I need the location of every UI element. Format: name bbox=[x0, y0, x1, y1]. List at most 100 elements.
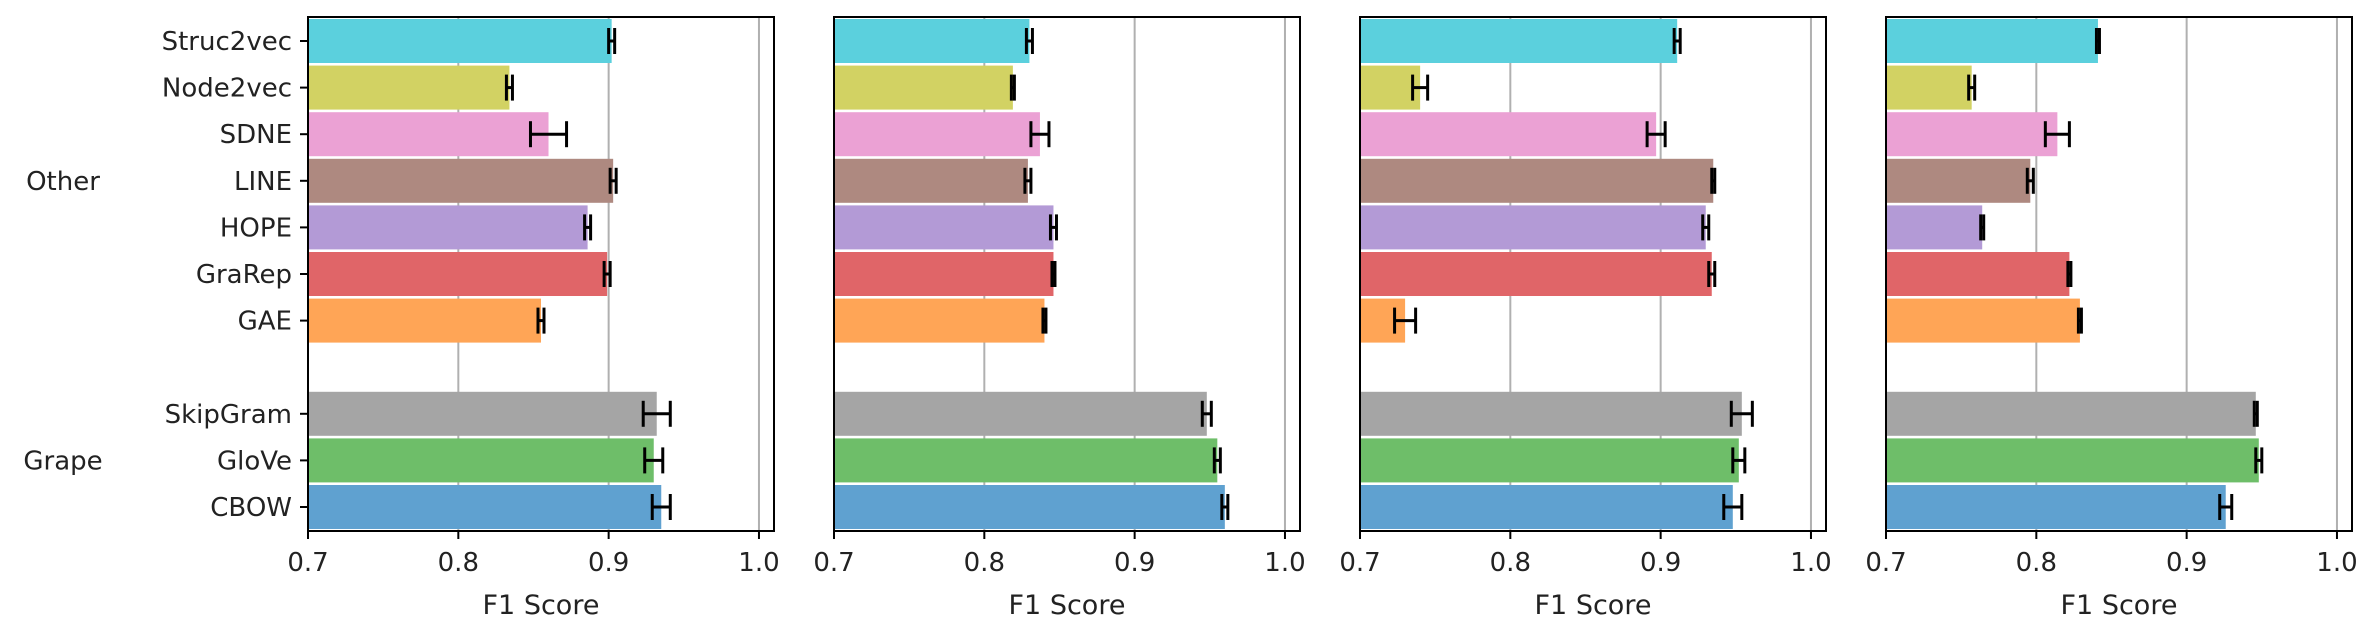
category-labels: Struc2vec Node2vec SDNE LINE HOPE GraRep GAE Sk… bbox=[162, 27, 292, 523]
x-tick-label: 0.8 bbox=[964, 548, 1005, 578]
category-label-cbow: CBOW bbox=[210, 493, 292, 523]
error-bar-struc2vec bbox=[2094, 28, 2101, 54]
bar-struc2vec bbox=[1360, 19, 1678, 63]
bar-line bbox=[1886, 158, 2031, 203]
error-bar-node2vec bbox=[504, 74, 514, 101]
x-tick-label: 0.9 bbox=[588, 548, 629, 578]
x-tick-label: 0.7 bbox=[1339, 548, 1380, 578]
bar-hope bbox=[834, 205, 1054, 250]
error-bar-glove bbox=[643, 447, 665, 474]
bar-glove bbox=[1886, 438, 2259, 483]
category-label-node2vec: Node2vec bbox=[162, 74, 292, 104]
error-bar-hope bbox=[583, 214, 593, 241]
x-tick-label: 0.7 bbox=[287, 548, 328, 578]
x-tick-label: 1.0 bbox=[2316, 548, 2357, 578]
bar-struc2vec bbox=[308, 19, 612, 63]
error-bar-grarep bbox=[1050, 261, 1057, 287]
error-bar-skipgram bbox=[641, 400, 672, 427]
error-bar-cbow bbox=[650, 494, 672, 520]
error-bar-struc2vec bbox=[1672, 28, 1682, 54]
error-bar-line bbox=[2025, 167, 2035, 194]
group-label-grape: Grape bbox=[23, 446, 102, 476]
error-bar-line bbox=[608, 167, 618, 194]
category-label-glove: GloVe bbox=[217, 446, 292, 476]
x-tick-label: 0.9 bbox=[1114, 548, 1155, 578]
error-bar-line bbox=[1710, 167, 1717, 194]
x-axis-label: F1 Score bbox=[1009, 590, 1126, 621]
error-bar-grarep bbox=[602, 261, 612, 287]
error-bar-gae bbox=[2076, 307, 2083, 334]
bar-line bbox=[1360, 158, 1714, 203]
bar-skipgram bbox=[308, 391, 657, 436]
bar-grarep bbox=[1360, 252, 1712, 296]
bar-node2vec bbox=[1886, 65, 1972, 110]
bar-cbow bbox=[1360, 485, 1733, 529]
bar-skipgram bbox=[1886, 391, 2256, 436]
bar-hope bbox=[1360, 205, 1706, 250]
group-labels: Other Grape bbox=[23, 167, 102, 477]
error-bar-struc2vec bbox=[607, 28, 617, 54]
panel-4: 0.7 0.8 0.9 1.0 F1 Score bbox=[1865, 16, 2358, 621]
x-tick-label: 0.8 bbox=[2016, 548, 2057, 578]
category-label-line: LINE bbox=[234, 167, 292, 197]
x-tick-label: 1.0 bbox=[1790, 548, 1831, 578]
error-bar-hope bbox=[1701, 214, 1711, 241]
x-axis-label: F1 Score bbox=[483, 590, 600, 621]
x-tick-label: 0.9 bbox=[2166, 548, 2207, 578]
category-label-struc2vec: Struc2vec bbox=[162, 27, 292, 57]
error-bar-sdne bbox=[528, 121, 569, 148]
x-tick-label: 0.7 bbox=[1865, 548, 1906, 578]
bar-sdne bbox=[834, 112, 1040, 157]
bar-cbow bbox=[308, 485, 662, 529]
bar-sdne bbox=[1886, 112, 2058, 157]
error-bar-struc2vec bbox=[1024, 28, 1034, 54]
bar-hope bbox=[308, 205, 588, 250]
bar-grarep bbox=[308, 252, 608, 296]
panel-1: 0.7 0.8 0.9 1.0 F1 Score bbox=[287, 16, 780, 621]
panel-3: 0.7 0.8 0.9 1.0 F1 Score bbox=[1339, 16, 1832, 621]
error-bar-glove bbox=[2254, 447, 2264, 474]
bar-skipgram bbox=[1360, 391, 1742, 436]
error-bar-line bbox=[1023, 167, 1033, 194]
bar-line bbox=[308, 158, 614, 203]
bar-line bbox=[834, 158, 1028, 203]
x-tick-label: 1.0 bbox=[1264, 548, 1305, 578]
bar-cbow bbox=[1886, 485, 2226, 529]
bar-glove bbox=[834, 438, 1218, 483]
error-bar-skipgram bbox=[2252, 400, 2259, 427]
category-label-skipgram: SkipGram bbox=[165, 400, 292, 430]
plot-frame bbox=[833, 16, 1301, 532]
bar-node2vec bbox=[834, 65, 1013, 110]
plot-frame bbox=[1885, 16, 2353, 532]
x-tick-label: 0.7 bbox=[813, 548, 854, 578]
error-bar-sdne bbox=[1645, 121, 1667, 148]
x-tick-label: 0.9 bbox=[1640, 548, 1681, 578]
bar-struc2vec bbox=[1886, 19, 2098, 63]
x-tick-label: 0.8 bbox=[438, 548, 479, 578]
bar-glove bbox=[1360, 438, 1739, 483]
error-bar-hope bbox=[1979, 214, 1986, 241]
error-bar-cbow bbox=[2218, 494, 2234, 520]
category-label-sdne: SDNE bbox=[220, 120, 292, 150]
error-bar-sdne bbox=[1029, 121, 1051, 148]
category-label-hope: HOPE bbox=[220, 213, 292, 243]
error-bar-grarep bbox=[1707, 261, 1717, 287]
bar-gae bbox=[308, 298, 541, 343]
bar-gae bbox=[834, 298, 1045, 343]
bar-hope bbox=[1886, 205, 1983, 250]
error-bar-node2vec bbox=[1411, 74, 1430, 101]
chart-panels: 0.7 0.8 0.9 1.0 F1 Score 0.7 0.8 0.9 1.0 F1 Score… bbox=[287, 16, 2358, 621]
bar-struc2vec bbox=[834, 19, 1030, 63]
bar-node2vec bbox=[308, 65, 510, 110]
x-axis-label: F1 Score bbox=[1535, 590, 1652, 621]
plot-frame bbox=[1359, 16, 1827, 532]
bar-sdne bbox=[1360, 112, 1657, 157]
x-axis-label: F1 Score bbox=[2061, 590, 2178, 621]
x-tick-label: 1.0 bbox=[738, 548, 779, 578]
x-tick-label: 0.8 bbox=[1490, 548, 1531, 578]
bar-grarep bbox=[1886, 252, 2070, 296]
error-bar-glove bbox=[1731, 447, 1747, 474]
error-bar-hope bbox=[1048, 214, 1058, 241]
bar-cbow bbox=[834, 485, 1225, 529]
